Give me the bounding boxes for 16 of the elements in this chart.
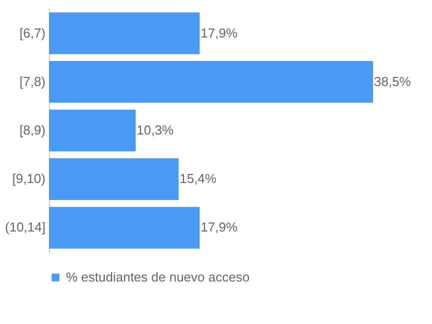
- data-label: 15,4%: [180, 171, 217, 186]
- y-tick-label: [7,8): [19, 74, 46, 89]
- bar: [49, 12, 200, 54]
- legend-label: % estudiantes de nuevo acceso: [66, 270, 250, 284]
- bar: [49, 60, 373, 103]
- data-label: 10,3%: [136, 122, 174, 138]
- data-label: 17,9%: [200, 220, 238, 235]
- y-tick-label: (10,14]: [5, 220, 46, 235]
- data-label: 17,9%: [200, 25, 238, 40]
- y-tick-label: [9,10): [12, 171, 46, 186]
- y-tick-label: [8,9): [19, 122, 46, 138]
- bar: [49, 110, 136, 152]
- bar: [49, 206, 200, 249]
- y-tick-label: [6,7): [19, 25, 46, 40]
- data-label: 38,5%: [374, 74, 412, 89]
- bar: [49, 158, 179, 200]
